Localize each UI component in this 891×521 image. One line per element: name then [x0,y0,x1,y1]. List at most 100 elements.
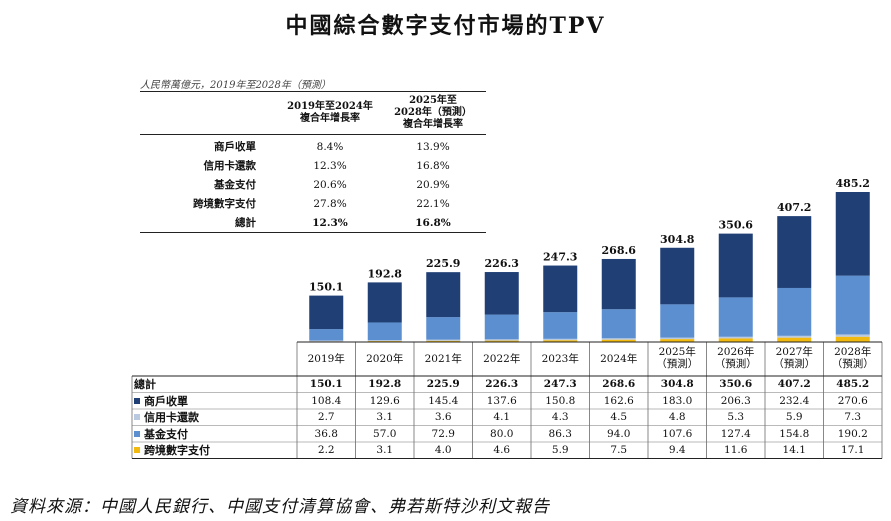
year-label-line: 2025年 [658,346,696,358]
bar-segment-merchant-acquiring [309,295,344,330]
bar-total-label: 150.1 [309,281,343,294]
year-label-line: 2020年 [366,353,404,365]
year-label: 2026年 （預測） [707,346,766,370]
table-row-label: 總計 [134,377,295,392]
table-cell-value: 7.3 [844,411,862,423]
legend-swatch [134,447,140,453]
bar-segment-fund-payment [718,297,753,337]
table-cell-value: 162.6 [603,394,634,407]
cagr-value-forecast: 16.8% [416,160,450,172]
year-label-line: 2026年 [717,346,755,358]
table-row-label: 商戶收單 [134,394,295,409]
year-label-line: 2022年 [483,353,521,365]
table-cell-value: 3.1 [376,411,394,423]
table-row-label: 基金支付 [134,427,295,442]
bar-segment-cross-border [543,340,578,342]
table-row-label-text: 總計 [134,378,156,391]
bar-segment-cross-border [426,340,461,342]
bar-segment-merchant-acquiring [601,258,636,310]
bar-segment-merchant-acquiring [484,272,519,315]
year-label: 2024年 [590,353,649,365]
cagr-header-historical-line1: 2019年至2024年 [287,101,373,112]
bar-total-label: 304.8 [660,233,695,246]
table-cell-value: 36.8 [314,427,338,440]
year-label-line: 2023年 [541,353,579,365]
table-cell-value: 206.3 [720,394,751,407]
table-cell-value: 4.8 [668,411,686,423]
table-cell-value: 86.3 [548,427,572,440]
table-cell-value: 127.4 [720,427,751,440]
bar-segment-credit-card-repayment [484,339,519,341]
year-label-line: （預測） [714,358,757,370]
cagr-value-historical: 8.4% [316,141,344,153]
year-label-line: （預測） [831,358,874,370]
bar-segment-fund-payment [660,304,695,338]
bar-segment-merchant-acquiring [367,282,402,323]
bar-total-label: 226.3 [485,257,519,270]
cagr-header-forecast: 2025年至 2028年（預測） 複合年增長率 [380,95,486,131]
table-cell-value: 4.5 [610,411,628,423]
table-cell-value: 4.3 [551,411,569,423]
bar-segment-fund-payment [777,287,812,336]
table-cell-value: 232.4 [779,394,810,407]
table-cell-value: 226.3 [485,378,519,390]
bar-segment-credit-card-repayment [601,338,636,340]
legend-swatch [134,430,140,437]
cagr-value-forecast: 13.9% [416,141,450,153]
bar-segment-fund-payment [835,275,870,335]
cagr-row-label: 信用卡還款 [203,160,257,172]
table-cell-value: 225.9 [426,378,460,390]
cagr-value-historical: 12.3% [312,217,348,229]
unit-note: 人民幣萬億元，2019年至2028年（預測） [140,80,331,91]
year-label: 2027年 （預測） [765,346,824,370]
table-cell-value: 190.2 [837,427,868,440]
table-cell-value: 94.0 [607,427,631,440]
bar-segment-merchant-acquiring [426,272,461,318]
table-row-label: 信用卡還款 [134,410,295,425]
bar-segment-merchant-acquiring [835,192,870,276]
year-label-line: （預測） [773,358,816,370]
table-cell-value: 17.1 [841,444,865,456]
bar-segment-merchant-acquiring [660,247,695,305]
year-label: 2023年 [531,353,590,365]
table-cell-value: 350.6 [719,378,753,390]
table-cell-value: 5.3 [727,411,745,423]
table-row-label-text: 跨境數字支付 [144,444,210,457]
bar-segment-fund-payment [484,314,519,340]
bar-segment-cross-border [777,337,812,342]
table-cell-value: 407.2 [777,378,811,390]
table-cell-value: 4.1 [493,411,511,423]
year-label-line: 2021年 [424,353,462,365]
cagr-value-forecast: 16.8% [415,217,451,229]
table-cell-value: 485.2 [836,378,870,390]
year-label: 2028年 （預測） [824,346,883,370]
bar-segment-credit-card-repayment [426,339,461,341]
table-cell-value: 154.8 [779,427,810,440]
bar-segment-fund-payment [426,317,461,340]
table-row-label-text: 基金支付 [144,427,188,441]
cagr-header-rule [140,134,486,135]
table-cell-value: 107.6 [662,427,693,440]
year-label: 2021年 [414,353,473,365]
legend-swatch [134,414,140,420]
year-label: 2022年 [473,353,532,365]
table-cell-value: 150.8 [545,394,576,407]
table-row-label-text: 信用卡還款 [144,411,199,424]
bar-segment-cross-border [718,338,753,342]
bar-total-label: 192.8 [368,267,403,280]
table-cell-value: 57.0 [373,427,397,440]
cagr-value-historical: 20.6% [313,179,347,191]
table-cell-value: 270.6 [837,394,868,407]
bar-total-label: 247.3 [543,251,577,264]
table-cell-value: 2.7 [317,411,335,423]
table-cell-value: 192.8 [368,378,402,390]
bar-segment-cross-border [601,339,636,342]
table-cell-value: 4.0 [434,444,452,456]
chart-title: 中國綜合數字支付市場的TPV [285,13,606,39]
source-note: 資料來源：中國人民銀行、中國支付清算協會、弗若斯特沙利文報告 [10,497,550,517]
table-cell-value: 3.1 [376,444,394,456]
table-cell-value: 5.9 [551,444,569,456]
cagr-header-forecast-line2: 2028年（預測） [394,107,472,118]
table-cell-value: 72.9 [431,427,455,440]
table-cell-value: 80.0 [490,427,514,440]
